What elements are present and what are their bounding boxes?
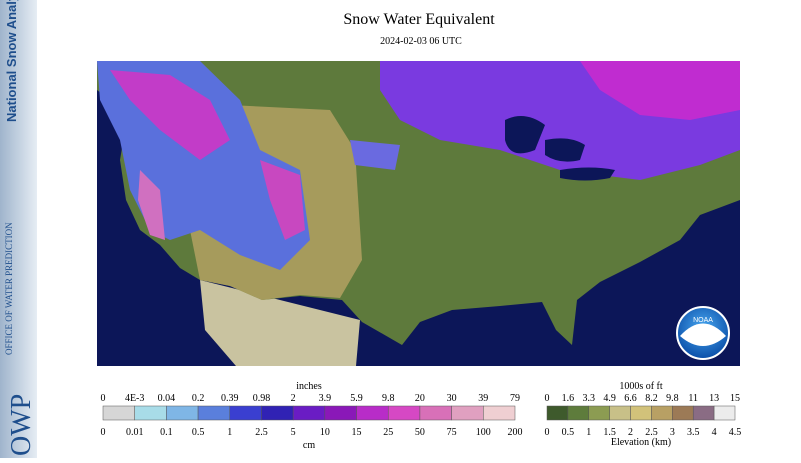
legend-top-label: 4E-3 bbox=[125, 393, 144, 404]
legend-bottom-label: 15 bbox=[352, 427, 362, 438]
date: 2024-02-03 06 UTC bbox=[380, 36, 462, 47]
legend-swatch bbox=[609, 405, 631, 421]
legend-bottom-label: 1 bbox=[227, 427, 232, 438]
sidebar bbox=[0, 0, 37, 458]
mexico bbox=[200, 280, 360, 366]
owp-logo: OWP bbox=[6, 394, 37, 456]
snow-rockies bbox=[110, 70, 230, 160]
legend-bottom-label: 0 bbox=[545, 427, 550, 438]
legend-bottom-label: 4 bbox=[712, 427, 717, 438]
legend-swatch bbox=[261, 405, 294, 421]
snow-plains bbox=[350, 140, 400, 170]
noaa-text: NOAA bbox=[693, 317, 713, 324]
legend-top-label: 1.6 bbox=[562, 393, 575, 404]
noaa-gull bbox=[680, 323, 726, 346]
legend-top-label: 2 bbox=[291, 393, 296, 404]
legend-top-label: 0.04 bbox=[158, 393, 176, 404]
legend-top-label: 0.98 bbox=[253, 393, 271, 404]
legend-swatch bbox=[292, 405, 326, 421]
legend-bottom-label: 3 bbox=[670, 427, 675, 438]
legend-top-label: 39 bbox=[478, 393, 488, 404]
legend-top-label: 6.6 bbox=[624, 393, 637, 404]
legend-bottom-label: 0 bbox=[101, 427, 106, 438]
legend-top-label: 30 bbox=[447, 393, 457, 404]
snow-colorado bbox=[260, 160, 305, 240]
legend-bottom-label: 2 bbox=[628, 427, 633, 438]
legend-bottom-label: 25 bbox=[383, 427, 393, 438]
legend-top-label: 5.9 bbox=[350, 393, 363, 404]
legend-swatch bbox=[102, 405, 135, 421]
legend-top-label: 8.2 bbox=[645, 393, 658, 404]
legend-swatch bbox=[672, 405, 694, 421]
legend-swatch bbox=[588, 405, 610, 421]
legend-top-label: 0.2 bbox=[192, 393, 205, 404]
snow-heavy-east bbox=[580, 61, 740, 120]
title: Snow Water Equivalent bbox=[343, 11, 495, 28]
legend-swatch bbox=[567, 405, 590, 421]
legend-swatch bbox=[387, 405, 421, 421]
legend-top-label: 20 bbox=[415, 393, 425, 404]
legend-bottom-label: 100 bbox=[476, 427, 491, 438]
legend-top-label: 0 bbox=[101, 393, 106, 404]
snow-sierra bbox=[138, 170, 165, 240]
legend-bottom-label: 3.5 bbox=[687, 427, 700, 438]
legend-swatch bbox=[546, 405, 569, 421]
legend-swatch bbox=[356, 405, 389, 421]
legend-bottom-label: 0.1 bbox=[160, 427, 173, 438]
legend-top-label: 3.3 bbox=[583, 393, 596, 404]
legend-bottom-label: 50 bbox=[415, 427, 425, 438]
legend-bottom-label: 2.5 bbox=[255, 427, 268, 438]
legend-bottom-label: 5 bbox=[291, 427, 296, 438]
legend-bottom-unit: Elevation (km) bbox=[611, 437, 671, 448]
legend-bottom-label: 0.5 bbox=[192, 427, 205, 438]
legend-swatch bbox=[166, 405, 199, 421]
legend-bottom-label: 2.5 bbox=[645, 427, 658, 438]
legend-swatch bbox=[483, 405, 516, 421]
legend-top-label: 15 bbox=[730, 393, 740, 404]
legend-bottom-label: 75 bbox=[447, 427, 457, 438]
legend-top-label: 9.8 bbox=[666, 393, 679, 404]
legend-bottom-label: 4.5 bbox=[729, 427, 742, 438]
legend-swatch bbox=[630, 405, 652, 421]
legend-swatch bbox=[713, 405, 736, 421]
legend-top-label: 4.9 bbox=[603, 393, 616, 404]
legend-swatch bbox=[324, 405, 357, 421]
great-lakes bbox=[505, 116, 615, 181]
legend-bottom-label: 200 bbox=[508, 427, 523, 438]
legend-swatch bbox=[451, 405, 484, 421]
legend-top-label: 11 bbox=[688, 393, 698, 404]
legend-top-label: 9.8 bbox=[382, 393, 395, 404]
legend-swatch bbox=[692, 405, 715, 421]
legend-bottom-label: 1 bbox=[586, 427, 591, 438]
legend-top-label: 13 bbox=[709, 393, 719, 404]
legend-swatch bbox=[229, 405, 262, 421]
legend-swatch bbox=[134, 405, 167, 421]
legend-top-label: 0.39 bbox=[221, 393, 239, 404]
legend-bottom-unit: cm bbox=[303, 440, 315, 451]
legend-bottom-label: 0.5 bbox=[562, 427, 575, 438]
map: NOAA bbox=[97, 61, 740, 366]
office-name: OFFICE OF WATER PREDICTION bbox=[4, 222, 14, 355]
legend-top-label: 3.9 bbox=[319, 393, 332, 404]
legend-bottom-label: 0.01 bbox=[126, 427, 144, 438]
legend-swatch bbox=[651, 405, 673, 421]
legend-top-label: 79 bbox=[510, 393, 520, 404]
legend-swatch bbox=[419, 405, 452, 421]
legend-top-label: 0 bbox=[545, 393, 550, 404]
legend-bottom-label: 10 bbox=[320, 427, 330, 438]
legend-top-unit: 1000s of ft bbox=[619, 381, 663, 392]
legend-top-unit: inches bbox=[296, 381, 322, 392]
legend-bottom-label: 1.5 bbox=[603, 427, 616, 438]
product-name: National Snow Analysis bbox=[4, 0, 19, 122]
legend-swatch bbox=[197, 405, 231, 421]
